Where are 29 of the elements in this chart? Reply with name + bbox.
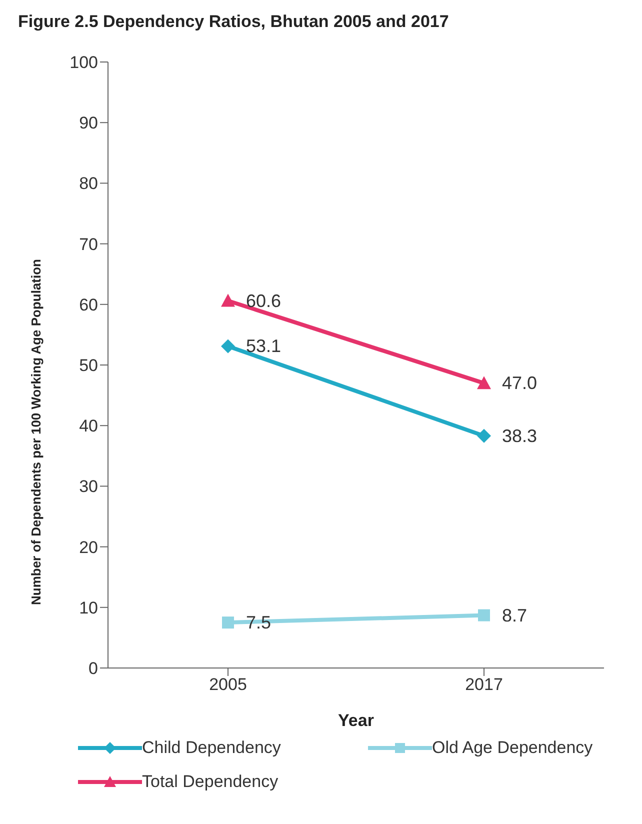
y-tick-label: 0 <box>88 659 98 678</box>
legend-label: Total Dependency <box>142 772 278 792</box>
y-tick-label: 10 <box>79 598 98 618</box>
y-tick-label: 100 <box>70 53 98 72</box>
data-label: 7.5 <box>246 612 272 633</box>
y-tick-label: 20 <box>79 538 98 557</box>
point <box>222 616 234 629</box>
y-tick-label: 50 <box>79 356 98 376</box>
y-tick-label: 40 <box>79 416 98 436</box>
y-tick-label: 60 <box>79 295 98 314</box>
data-label: 53.1 <box>246 336 282 356</box>
legend-label: Child Dependency <box>142 738 281 758</box>
x-axis-title: Year <box>338 711 374 730</box>
y-tick-label: 70 <box>79 234 98 254</box>
y-tick-label: 80 <box>79 174 98 194</box>
point <box>477 428 491 443</box>
point <box>221 339 235 354</box>
data-label: 60.6 <box>246 290 282 311</box>
chart-title: Figure 2.5 Dependency Ratios, Bhutan 2005 and 2017 <box>17 11 450 32</box>
y-axis-title: Number of Dependents per 100 Working Age Population <box>28 258 44 605</box>
data-label: 38.3 <box>502 426 538 446</box>
y-tick-label: 90 <box>79 114 98 133</box>
data-label: 47.0 <box>502 373 538 394</box>
y-tick-label: 30 <box>79 477 98 496</box>
legend-label: Old Age Dependency <box>432 738 593 758</box>
data-label: 8.7 <box>502 605 528 626</box>
x-tick-label: 2017 <box>465 675 503 694</box>
point <box>478 609 490 622</box>
x-tick-label: 2005 <box>209 675 247 694</box>
